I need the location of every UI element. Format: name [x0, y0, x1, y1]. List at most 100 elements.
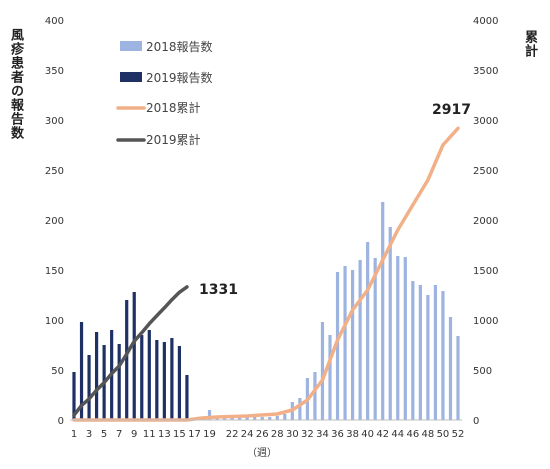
x-tick-label: 26: [256, 429, 269, 440]
y-right-tick-label: 2000: [473, 216, 498, 227]
bar: [320, 322, 325, 420]
bar: [275, 416, 279, 420]
bar: [94, 332, 99, 420]
y-left-tick-label: 100: [45, 316, 64, 327]
x-tick-label: 34: [316, 429, 329, 440]
bar: [433, 285, 438, 420]
bar: [373, 258, 377, 420]
bar: [396, 256, 400, 420]
x-tick-label: 32: [301, 429, 314, 440]
bar: [87, 355, 91, 420]
line-layer: [72, 126, 460, 422]
bar: [313, 372, 317, 420]
x-tick-label: 42: [376, 429, 389, 440]
legend-label: 2019累計: [146, 132, 201, 147]
bar: [328, 335, 332, 420]
annotation-2018-total: 2917: [432, 102, 471, 118]
bar: [245, 417, 249, 420]
bar: [260, 417, 264, 420]
y-left-tick-label: 150: [45, 266, 64, 277]
x-tick-label: 3: [86, 429, 92, 440]
x-tick-label: 28: [271, 429, 284, 440]
x-tick-label: 15: [173, 429, 186, 440]
annotation-2019-total: 1331: [199, 282, 238, 298]
bar: [117, 344, 121, 420]
y-left-tick-label: 50: [51, 366, 64, 377]
bar: [426, 295, 430, 420]
bar: [185, 375, 189, 420]
x-tick-label: 22: [226, 429, 239, 440]
x-tick-label: 50: [437, 429, 450, 440]
bar: [155, 340, 159, 420]
y-left-tick-label: 400: [45, 16, 64, 27]
y-right-tick-label: 1500: [473, 266, 498, 277]
x-tick-label: 40: [361, 429, 374, 440]
x-tick-label: 38: [346, 429, 359, 440]
x-tick-label: 17: [188, 429, 201, 440]
bar: [366, 242, 370, 420]
bar: [162, 342, 166, 420]
series-line: [72, 285, 189, 417]
bar: [456, 336, 460, 420]
bar: [125, 300, 129, 420]
y-right-tick-label: 0: [473, 416, 479, 427]
y-right-tick-label: 2500: [473, 166, 498, 177]
bar: [283, 414, 287, 420]
bar: [343, 266, 347, 420]
bar: [441, 291, 445, 420]
x-tick-label: 9: [131, 429, 137, 440]
y-axis-right-label: 累計: [522, 30, 537, 58]
x-tick-label: 24: [241, 429, 254, 440]
bar: [268, 417, 272, 420]
legend-swatch: [120, 41, 142, 51]
bar: [147, 330, 151, 420]
axes-layer: 0501001502002503003504000500100015002000…: [45, 16, 499, 459]
y-left-tick-label: 250: [45, 166, 64, 177]
x-tick-label: 19: [203, 429, 216, 440]
bar: [448, 317, 453, 420]
bar: [335, 272, 340, 420]
y-right-tick-label: 3500: [473, 66, 498, 77]
y-left-tick-label: 0: [58, 416, 64, 427]
bar: [170, 338, 174, 420]
x-tick-label: 36: [331, 429, 344, 440]
y-right-tick-label: 1000: [473, 316, 498, 327]
bar: [238, 417, 242, 420]
legend: 2018報告数 2019報告数 2018累計 2019累計: [116, 39, 213, 147]
bar: [132, 292, 136, 420]
bar: [358, 260, 362, 420]
bar: [298, 398, 302, 420]
y-right-tick-label: 4000: [473, 16, 498, 27]
legend-label: 2019報告数: [146, 70, 213, 85]
bar: [79, 322, 84, 420]
x-tick-label: 11: [143, 429, 156, 440]
x-axis-label: （週）: [247, 447, 277, 459]
bar: [140, 335, 144, 420]
bar: [411, 281, 415, 420]
bar: [403, 257, 407, 420]
bar: [230, 417, 234, 420]
bar: [381, 202, 385, 420]
legend-swatch: [120, 72, 142, 82]
bar: [350, 270, 355, 420]
bar: [253, 415, 257, 420]
bar-layer: [72, 202, 460, 420]
y-right-tick-label: 3000: [473, 116, 498, 127]
y-right-tick-label: 500: [473, 366, 492, 377]
x-tick-label: 5: [101, 429, 107, 440]
y-left-tick-label: 300: [45, 116, 64, 127]
y-axis-left-label: 風疹患者の報告数: [8, 28, 23, 140]
x-tick-label: 46: [406, 429, 419, 440]
bar: [418, 285, 422, 420]
bar: [207, 410, 212, 420]
x-tick-label: 52: [452, 429, 465, 440]
y-left-tick-label: 350: [45, 66, 64, 77]
y-left-tick-label: 200: [45, 216, 64, 227]
bar: [388, 227, 392, 420]
legend-label: 2018報告数: [146, 39, 213, 54]
legend-label: 2018累計: [146, 100, 201, 115]
annotation-layer: 2917 1331: [199, 102, 471, 298]
bar: [72, 372, 76, 420]
x-tick-label: 30: [286, 429, 299, 440]
